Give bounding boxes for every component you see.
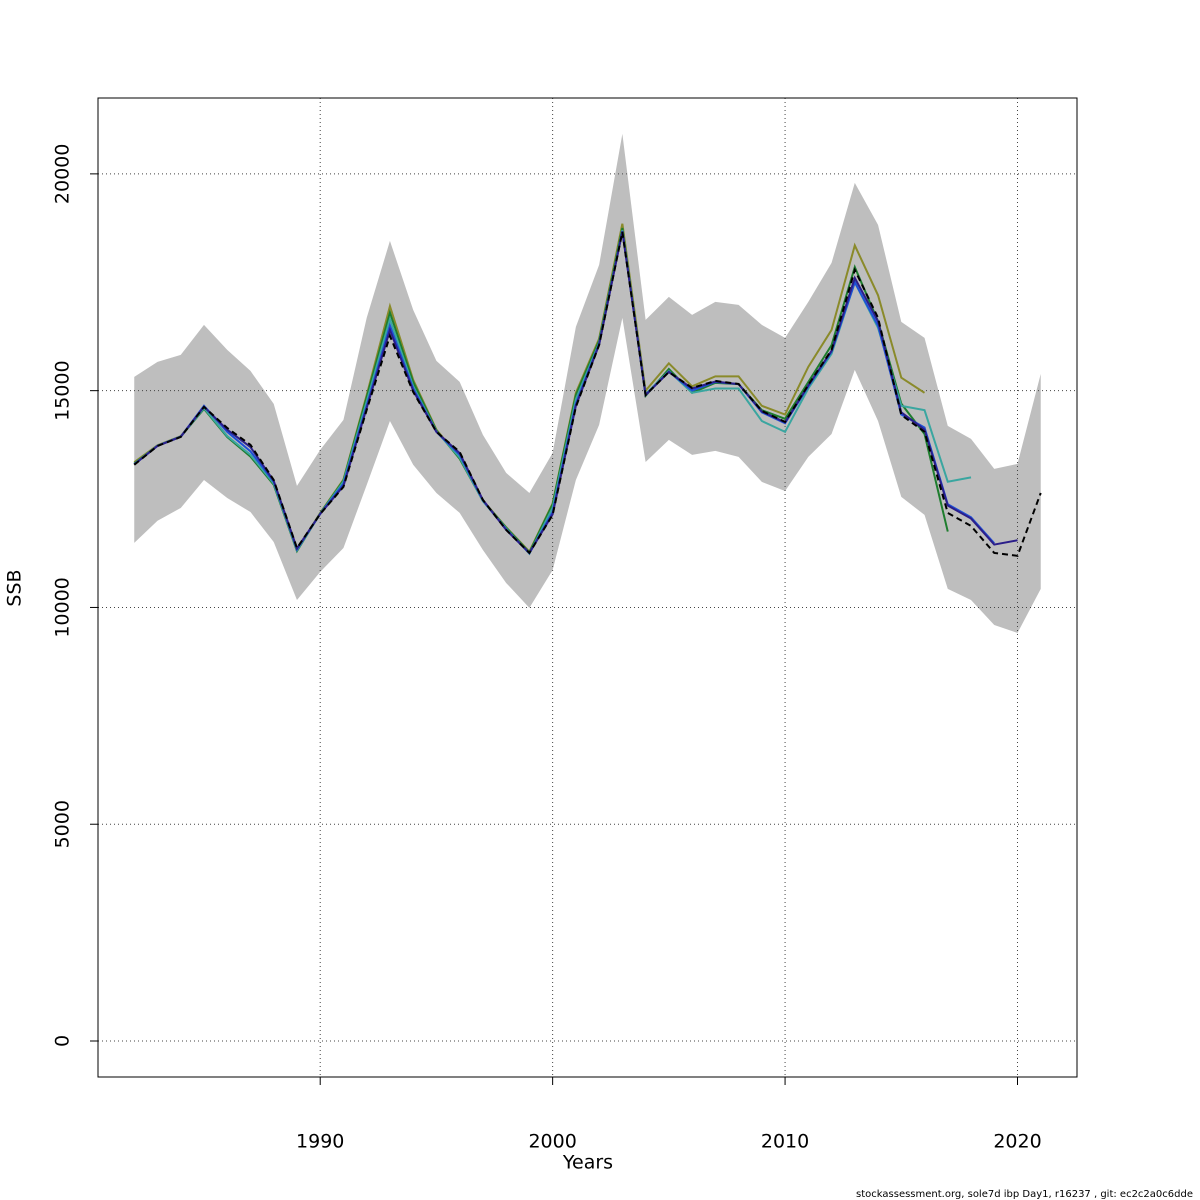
series-line bbox=[133, 231, 1042, 557]
x-tick-label: 2020 bbox=[993, 1131, 1041, 1153]
x-tick-label: 1990 bbox=[296, 1131, 344, 1153]
x-tick-label: 2000 bbox=[528, 1131, 576, 1153]
plot-frame bbox=[97, 97, 1078, 1078]
x-axis-label: Years bbox=[562, 1152, 613, 1174]
series-line bbox=[133, 231, 1018, 555]
y-tick-label: 20000 bbox=[52, 144, 74, 204]
confidence-band bbox=[134, 133, 1041, 633]
y-tick-label: 5000 bbox=[52, 800, 74, 848]
x-tick-label: 2010 bbox=[761, 1131, 809, 1153]
footer: stockassessment.org, sole7d ibp Day1, r1… bbox=[856, 1189, 1193, 1200]
y-tick-label: 15000 bbox=[52, 360, 74, 420]
y-tick-label: 10000 bbox=[52, 577, 74, 637]
y-axis-label: SSB bbox=[4, 569, 26, 606]
y-tick-label: 0 bbox=[52, 1035, 74, 1047]
